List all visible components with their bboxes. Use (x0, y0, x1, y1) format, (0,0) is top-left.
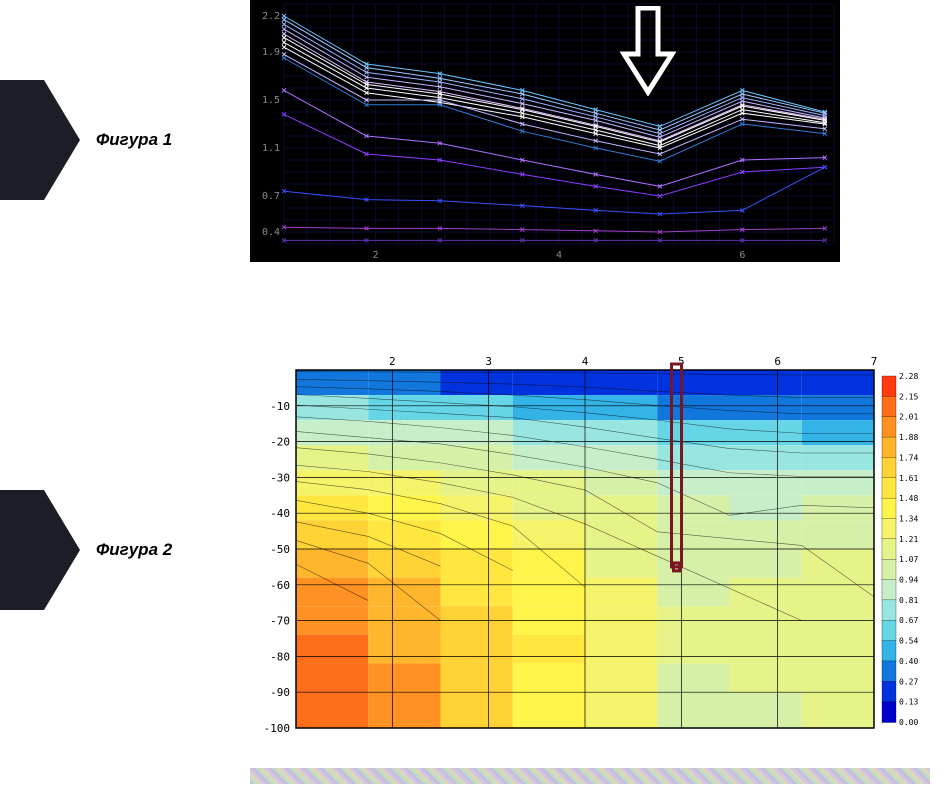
svg-text:6: 6 (739, 250, 745, 261)
svg-text:-100: -100 (264, 722, 291, 734)
svg-text:-60: -60 (270, 579, 290, 592)
decorative-strip (250, 768, 930, 784)
pentagon-icon (0, 80, 80, 200)
svg-text:-40: -40 (270, 507, 290, 520)
svg-text:2.28: 2.28 (899, 372, 918, 381)
svg-text:-30: -30 (270, 471, 290, 484)
figure2-marker: Фигура 2 (0, 490, 220, 610)
svg-text:2.01: 2.01 (899, 413, 918, 422)
svg-text:0.00: 0.00 (899, 718, 918, 727)
svg-text:-70: -70 (270, 615, 290, 628)
figure1-label: Фигура 1 (96, 130, 172, 150)
svg-text:0.54: 0.54 (899, 637, 918, 646)
svg-text:6: 6 (774, 355, 781, 368)
svg-text:4: 4 (582, 355, 589, 368)
svg-text:1.74: 1.74 (899, 453, 918, 462)
svg-text:1.1: 1.1 (262, 143, 280, 154)
svg-text:-80: -80 (270, 650, 290, 663)
svg-text:1.48: 1.48 (899, 494, 918, 503)
svg-text:1.21: 1.21 (899, 535, 918, 544)
svg-text:-10: -10 (270, 400, 290, 413)
svg-text:1.61: 1.61 (899, 474, 918, 483)
pentagon-icon (0, 490, 80, 610)
svg-text:2.15: 2.15 (899, 392, 918, 401)
figure2-label: Фигура 2 (96, 540, 172, 560)
svg-text:7: 7 (871, 355, 878, 368)
svg-text:-90: -90 (270, 686, 290, 699)
svg-text:0.67: 0.67 (899, 616, 918, 625)
svg-text:0.13: 0.13 (899, 698, 918, 707)
svg-text:-50: -50 (270, 543, 290, 556)
svg-text:0.4: 0.4 (262, 227, 280, 238)
svg-text:0.81: 0.81 (899, 596, 918, 605)
svg-text:-20: -20 (270, 436, 290, 449)
arrow-down-icon (620, 6, 676, 96)
svg-text:2: 2 (373, 250, 379, 261)
svg-text:1.88: 1.88 (899, 433, 918, 442)
svg-text:1.5: 1.5 (262, 95, 280, 106)
svg-text:2: 2 (389, 355, 396, 368)
svg-text:0.40: 0.40 (899, 657, 918, 666)
svg-text:1.34: 1.34 (899, 514, 918, 523)
svg-text:1.9: 1.9 (262, 47, 280, 58)
figure1-marker: Фигура 1 (0, 80, 220, 200)
svg-text:3: 3 (485, 355, 492, 368)
svg-text:4: 4 (556, 250, 562, 261)
svg-text:0.94: 0.94 (899, 576, 918, 585)
figure2-heatmap: 234567-10-20-30-40-50-60-70-80-90-1002.2… (250, 352, 930, 734)
svg-text:1.07: 1.07 (899, 555, 918, 564)
figure1-chart: 2 4 6 0.4 0.7 1.1 1.5 1.9 2.2 (250, 0, 840, 262)
svg-text:2.2: 2.2 (262, 11, 280, 22)
svg-text:0.7: 0.7 (262, 191, 280, 202)
svg-text:0.27: 0.27 (899, 677, 918, 686)
